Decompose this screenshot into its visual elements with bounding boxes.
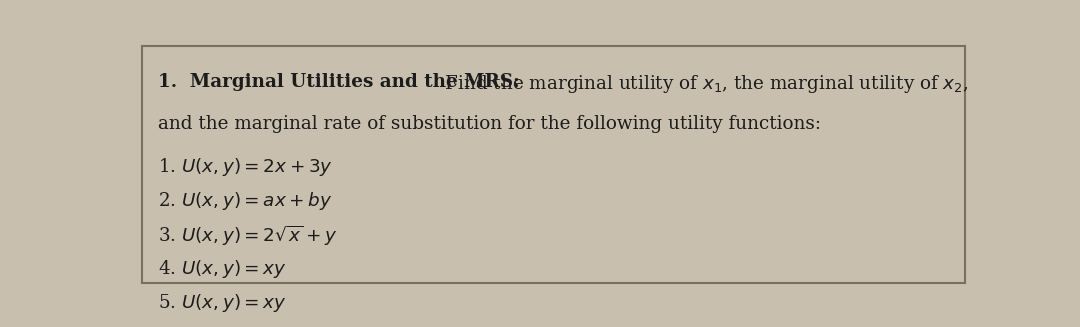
Text: 2. $U(x,y) = ax + by$: 2. $U(x,y) = ax + by$ (159, 190, 333, 212)
Text: Find the marginal utility of $x_1$, the marginal utility of $x_2$,: Find the marginal utility of $x_1$, the … (438, 73, 969, 95)
Text: 3. $U(x,y) = 2\sqrt{x} + y$: 3. $U(x,y) = 2\sqrt{x} + y$ (159, 224, 338, 249)
Text: 4. $U(x,y) = xy$: 4. $U(x,y) = xy$ (159, 258, 287, 280)
Text: 5. $U(x,y) = xy$: 5. $U(x,y) = xy$ (159, 292, 287, 314)
Text: 6. $U(x,y) = (x + 2)(y + 1)$: 6. $U(x,y) = (x + 2)(y + 1)$ (159, 326, 382, 327)
Text: 1. $U(x,y) = 2x + 3y$: 1. $U(x,y) = 2x + 3y$ (159, 156, 334, 178)
Text: 1.  Marginal Utilities and the MRS:: 1. Marginal Utilities and the MRS: (159, 73, 521, 91)
FancyBboxPatch shape (141, 45, 966, 284)
Text: and the marginal rate of substitution for the following utility functions:: and the marginal rate of substitution fo… (159, 115, 822, 133)
